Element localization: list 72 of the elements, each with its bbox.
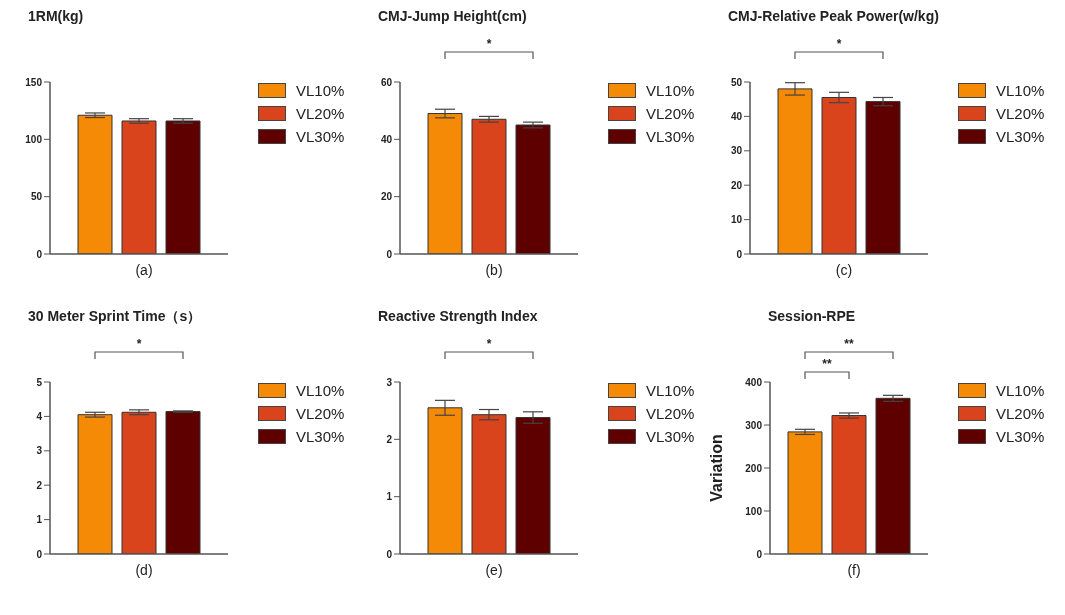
text: * bbox=[486, 337, 492, 351]
y-tick-label: 0 bbox=[386, 248, 393, 260]
bar bbox=[821, 96, 857, 254]
chart-title: Session-RPE bbox=[767, 308, 857, 326]
legend-label: VL10% bbox=[296, 82, 345, 99]
y-tick-label: 0 bbox=[756, 548, 763, 560]
legend-label: VL10% bbox=[996, 382, 1045, 399]
y-tick-label: 60 bbox=[380, 76, 393, 88]
legend-label: VL20% bbox=[996, 105, 1045, 122]
y-tick-label: 40 bbox=[380, 133, 393, 145]
y-tick-label: 4 bbox=[36, 410, 43, 422]
text: ** bbox=[844, 337, 854, 351]
y-tick-label: 200 bbox=[745, 462, 763, 474]
chart-title: 30 Meter Sprint Time（s） bbox=[27, 308, 203, 326]
y-tick-label: 400 bbox=[745, 376, 763, 388]
y-tick-label: 100 bbox=[25, 133, 43, 145]
legend-label: VL30% bbox=[296, 428, 345, 445]
y-tick-label: 0 bbox=[36, 248, 43, 260]
y-tick-label: 300 bbox=[745, 419, 763, 431]
x-axis-title: (b) bbox=[484, 262, 504, 278]
bar bbox=[777, 88, 813, 254]
y-tick-label: 150 bbox=[25, 76, 43, 88]
legend-label: VL30% bbox=[996, 128, 1045, 145]
text: * bbox=[136, 337, 142, 351]
legend-label: VL30% bbox=[646, 428, 695, 445]
y-tick-label: 20 bbox=[380, 191, 393, 203]
chart-title: CMJ-Jump Height(cm) bbox=[377, 8, 528, 26]
bar bbox=[865, 101, 901, 254]
legend-label: VL30% bbox=[996, 428, 1045, 445]
y-tick-label: 2 bbox=[36, 479, 43, 491]
x-axis-title: (a) bbox=[134, 262, 154, 278]
x-axis-title: (e) bbox=[484, 562, 504, 578]
legend-label: VL20% bbox=[296, 405, 345, 422]
y-tick-label: 0 bbox=[36, 548, 43, 560]
y-tick-label: 2 bbox=[386, 433, 393, 445]
bar bbox=[831, 415, 867, 554]
legend-label: VL20% bbox=[296, 105, 345, 122]
y-tick-label: 30 bbox=[730, 145, 743, 157]
y-tick-label: 3 bbox=[36, 445, 43, 457]
legend-label: VL20% bbox=[996, 405, 1045, 422]
legend-label: VL20% bbox=[646, 105, 695, 122]
chart-title: Reactive Strength Index bbox=[377, 308, 539, 326]
x-axis-title: (d) bbox=[134, 562, 154, 578]
x-axis-title: (c) bbox=[834, 262, 854, 278]
legend-label: VL10% bbox=[646, 382, 695, 399]
y-tick-label: 20 bbox=[730, 179, 743, 191]
text: ** bbox=[822, 357, 832, 371]
y-axis-title: Variation bbox=[707, 434, 725, 502]
y-tick-label: 0 bbox=[386, 548, 393, 560]
legend-label: VL10% bbox=[646, 82, 695, 99]
legend-label: VL30% bbox=[646, 128, 695, 145]
chart-title: 1RM(kg) bbox=[27, 8, 85, 26]
x-axis-title: (f) bbox=[846, 562, 862, 578]
legend-label: VL10% bbox=[296, 382, 345, 399]
legend-label: VL30% bbox=[296, 128, 345, 145]
y-tick-label: 10 bbox=[730, 214, 743, 226]
bar bbox=[875, 397, 911, 554]
y-tick-label: 5 bbox=[36, 376, 43, 388]
y-tick-label: 1 bbox=[36, 514, 43, 526]
chart-title: CMJ-Relative Peak Power(w/kg) bbox=[727, 8, 940, 26]
text: * bbox=[836, 37, 842, 51]
y-tick-label: 50 bbox=[730, 76, 743, 88]
y-tick-label: 1 bbox=[386, 491, 393, 503]
legend-label: VL10% bbox=[996, 82, 1045, 99]
y-tick-label: 50 bbox=[30, 191, 43, 203]
y-tick-label: 100 bbox=[745, 505, 763, 517]
y-tick-label: 3 bbox=[386, 376, 393, 388]
bar bbox=[787, 431, 823, 554]
text: * bbox=[486, 37, 492, 51]
y-tick-label: 40 bbox=[730, 110, 743, 122]
y-tick-label: 0 bbox=[736, 248, 743, 260]
legend-label: VL20% bbox=[646, 405, 695, 422]
